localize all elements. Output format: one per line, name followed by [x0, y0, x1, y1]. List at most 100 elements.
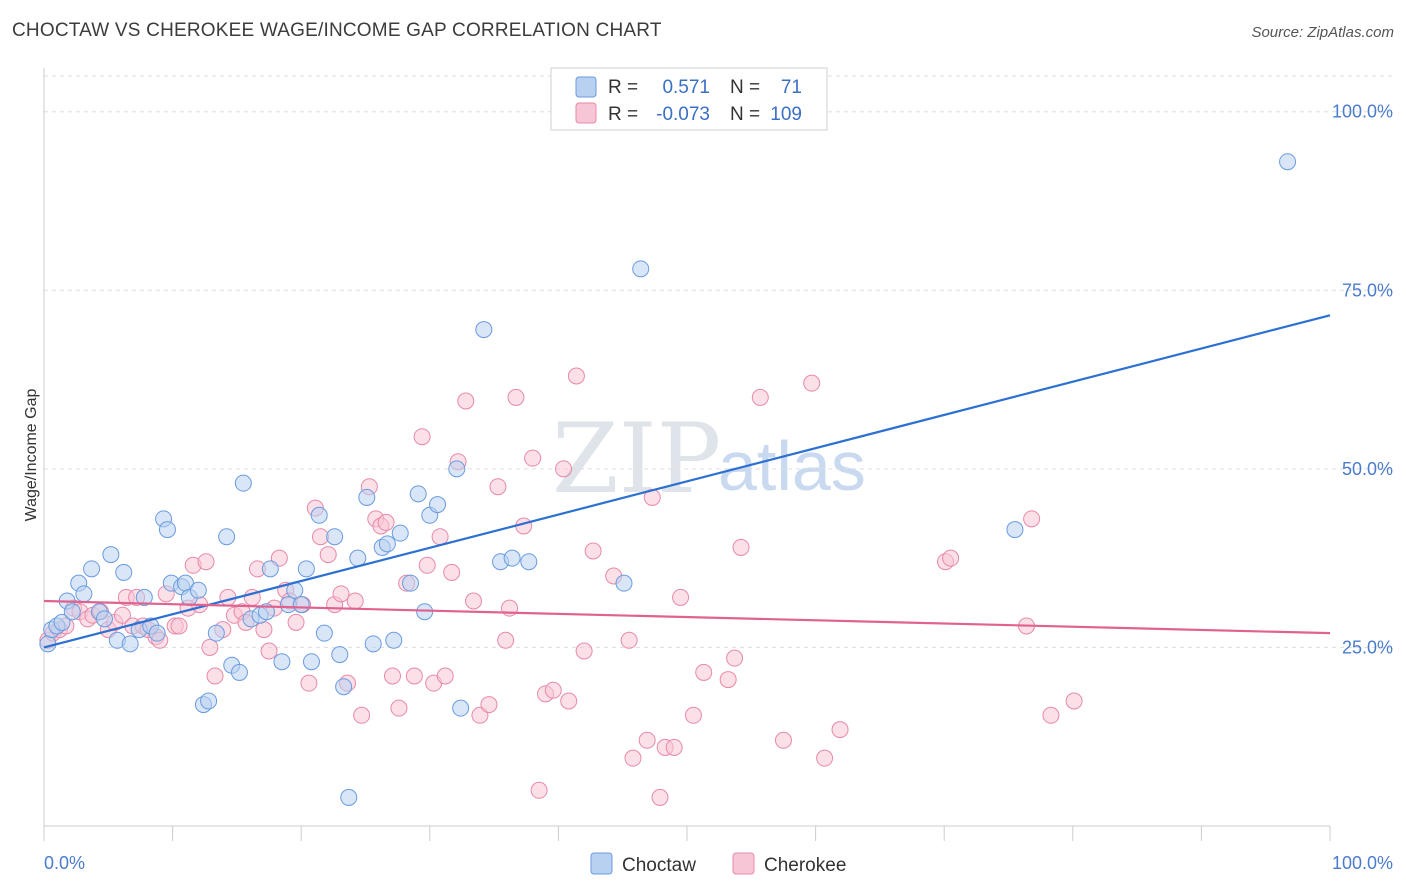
- legend-r-value-choctaw: 0.571: [662, 77, 710, 98]
- choctaw-point-27: [200, 692, 218, 710]
- legend-r-label-choctaw: R =: [608, 77, 638, 98]
- cherokee-point-93: [672, 588, 690, 606]
- cherokee-point-109: [1065, 692, 1083, 710]
- cherokee-point-59: [405, 667, 423, 685]
- bottom-legend-swatch-cherokee: [732, 852, 755, 875]
- y-tick-label-2: 75.0%: [1342, 280, 1393, 300]
- legend-swatch-cherokee: [575, 102, 597, 124]
- choctaw-point-5: [63, 603, 81, 621]
- choctaw-point-69: [1006, 521, 1024, 539]
- cherokee-point-25: [197, 553, 215, 571]
- choctaw-point-29: [218, 528, 236, 546]
- choctaw-point-50: [358, 488, 376, 506]
- cherokee-point-86: [620, 631, 638, 649]
- bottom-legend-label-choctaw: Choctaw: [622, 855, 696, 876]
- choctaw-point-41: [297, 560, 315, 578]
- watermark-zip: ZIP: [552, 403, 721, 515]
- y-tick-label-1: 50.0%: [1342, 459, 1393, 479]
- choctaw-point-46: [331, 646, 349, 664]
- cherokee-point-21: [170, 617, 188, 635]
- choctaw-point-37: [273, 653, 291, 671]
- gridlines: [44, 75, 1393, 648]
- choctaw-point-60: [429, 496, 447, 514]
- choctaw-point-48: [340, 788, 358, 806]
- cherokee-point-70: [480, 696, 498, 714]
- cherokee-point-55: [377, 513, 395, 531]
- legend-n-label-choctaw: N =: [730, 77, 760, 98]
- y-tick-label-0: 25.0%: [1342, 637, 1393, 657]
- legend-swatch-choctaw: [575, 76, 597, 98]
- cherokee-point-84: [584, 542, 602, 560]
- cherokee-point-35: [255, 621, 273, 639]
- cherokee-point-41: [287, 613, 305, 631]
- cherokee-point-94: [684, 706, 702, 724]
- choctaw-point-28: [207, 624, 225, 642]
- cherokee-point-103: [831, 721, 849, 739]
- choctaw-point-3: [53, 613, 71, 631]
- cherokee-point-36: [260, 642, 278, 660]
- cherokee-point-45: [311, 528, 329, 546]
- choctaw-point-57: [409, 485, 427, 503]
- choctaw-point-43: [310, 506, 328, 524]
- cherokee-point-95: [695, 663, 713, 681]
- choctaw-point-66: [520, 553, 538, 571]
- cherokee-point-63: [431, 528, 449, 546]
- cherokee-point-67: [457, 392, 475, 410]
- cherokee-point-46: [319, 546, 337, 564]
- cherokee-point-92: [665, 738, 683, 756]
- cherokee-point-80: [555, 460, 573, 478]
- cherokee-point-60: [413, 428, 431, 446]
- choctaw-point-47: [335, 678, 353, 696]
- cherokee-point-87: [624, 749, 642, 767]
- choctaw-point-51: [364, 635, 382, 653]
- cherokee-point-88: [638, 731, 656, 749]
- tick-labels: 25.0% 50.0% 75.0% 100.0% 0.0% 100.0%: [44, 102, 1393, 873]
- legend-r-value-cherokee: -0.073: [656, 104, 710, 125]
- choctaw-point-31: [230, 663, 248, 681]
- choctaw-point-16: [135, 588, 153, 606]
- cherokee-point-82: [567, 367, 585, 385]
- cherokee-point-51: [353, 706, 371, 724]
- cherokee-point-79: [544, 681, 562, 699]
- watermark-atlas: atlas: [718, 427, 866, 505]
- choctaw-point-13: [115, 563, 133, 581]
- cherokee-point-83: [575, 642, 593, 660]
- choctaw-point-14: [121, 635, 139, 653]
- legend-n-label-cherokee: N =: [730, 104, 760, 125]
- cherokee-point-26: [201, 638, 219, 656]
- cherokee-point-68: [465, 592, 483, 610]
- choctaw-point-53: [378, 535, 396, 553]
- choctaw-point-10: [95, 610, 113, 628]
- choctaw-point-68: [632, 260, 650, 278]
- choctaw-point-42: [302, 653, 320, 671]
- bottom-legend: Choctaw Cherokee: [590, 852, 846, 876]
- y-tick-label-3: 100.0%: [1332, 102, 1393, 122]
- cherokee-point-97: [726, 649, 744, 667]
- choctaw-point-54: [385, 631, 403, 649]
- choctaw-point-7: [75, 585, 93, 603]
- bottom-legend-swatch-choctaw: [590, 852, 613, 875]
- choctaw-point-8: [83, 560, 101, 578]
- choctaw-point-25: [189, 581, 207, 599]
- cherokee-point-101: [803, 374, 821, 392]
- cherokee-point-43: [300, 674, 318, 692]
- cherokee-point-105: [942, 549, 960, 567]
- x-tick-label-1: 100.0%: [1332, 853, 1393, 873]
- cherokee-point-76: [524, 449, 542, 467]
- cherokee-point-57: [390, 699, 408, 717]
- x-tick-label-0: 0.0%: [44, 853, 85, 873]
- choctaw-point-44: [315, 624, 333, 642]
- choctaw-point-62: [452, 699, 470, 717]
- cherokee-point-65: [443, 563, 461, 581]
- choctaw-point-20: [158, 521, 176, 539]
- legend-n-value-cherokee: 109: [770, 104, 802, 125]
- cherokee-point-102: [816, 749, 834, 767]
- cherokee-point-27: [206, 667, 224, 685]
- cherokee-point-50: [346, 592, 364, 610]
- cherokee-point-107: [1023, 510, 1041, 528]
- cherokee-point-108: [1042, 706, 1060, 724]
- legend-n-value-choctaw: 71: [781, 77, 802, 98]
- bottom-legend-label-cherokee: Cherokee: [764, 855, 846, 876]
- choctaw-point-70: [1279, 153, 1297, 171]
